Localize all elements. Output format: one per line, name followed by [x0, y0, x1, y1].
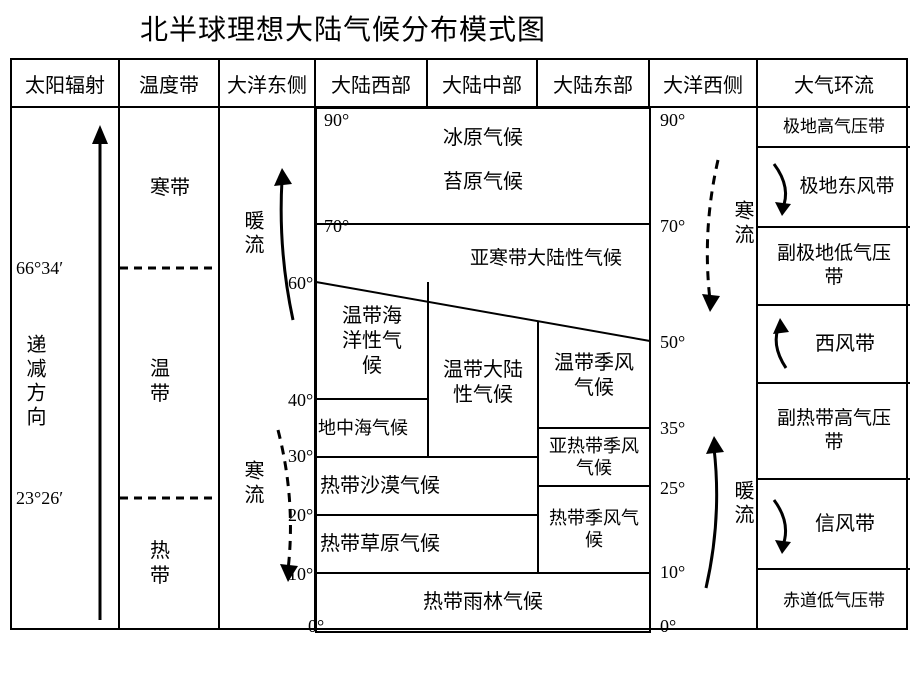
- lt-l-10: 10°: [288, 564, 313, 585]
- circ-westerlies: 西风带: [758, 306, 910, 384]
- circ-polarEast: 极地东风带: [758, 148, 910, 228]
- hdr-cont-mid: 大陆中部: [428, 60, 538, 108]
- hdr-cont-west: 大陆西部: [316, 60, 428, 108]
- lt-l-60: 60°: [288, 273, 313, 294]
- lt-r-35: 35°: [660, 418, 685, 439]
- lt-r-0: 0°: [660, 616, 676, 637]
- arrow-west: [766, 316, 800, 374]
- hdr-circulation: 大气环流: [758, 60, 910, 108]
- clim-monsoonTemp: 温带季风气候: [538, 328, 650, 424]
- circ-polarEast-label: 极地东风带: [799, 175, 894, 199]
- zone-temperate: 温 带: [120, 268, 220, 496]
- clim-marine: 温带海洋性气候: [316, 286, 428, 396]
- clim-continental: 温带大陆性气候: [428, 314, 538, 452]
- clim-subarctic: 亚寒带大陆性气候: [442, 234, 650, 284]
- arrow-trade: [766, 494, 800, 556]
- zone-cold: 寒带: [120, 108, 220, 268]
- solar-arrow: [88, 120, 118, 632]
- c3-cold-label: 寒流: [238, 460, 267, 508]
- clim-subMonsoon: 亚热带季风气候: [538, 428, 650, 486]
- lat-polar-circle: 66°34′: [16, 258, 63, 279]
- arrow-polarEast: [766, 158, 800, 218]
- lt-l-20: 20°: [288, 505, 313, 526]
- hdr-tempzone: 温度带: [120, 60, 220, 108]
- lt-r-90: 90°: [660, 110, 685, 131]
- c3-warm-label: 暖流: [238, 210, 267, 258]
- lt-r-70: 70°: [660, 216, 685, 237]
- hdr-cont-east: 大陆东部: [538, 60, 650, 108]
- clim-tundra: 苔原气候: [316, 162, 650, 202]
- diagram-root: 北半球理想大陆气候分布模式图 太阳辐射 温度带 大洋东侧 大陆西部 大陆中部 大…: [0, 0, 920, 690]
- circ-eqLow: 赤道低气压带: [758, 570, 910, 632]
- clim-med: 地中海气候: [316, 399, 428, 457]
- zone-hot: 热 带: [120, 496, 220, 632]
- circ-trade-label: 信风带: [815, 512, 875, 537]
- lt-r-25: 25°: [660, 478, 685, 499]
- hdr-solar: 太阳辐射: [12, 60, 120, 108]
- clim-savanna: 热带草原气候: [316, 515, 538, 573]
- lt-r-10: 10°: [660, 562, 685, 583]
- circ-westerlies-label: 西风带: [815, 332, 875, 357]
- diagram-frame: 太阳辐射 温度带 大洋东侧 大陆西部 大陆中部 大陆东部 大洋西侧 大气环流 6…: [10, 58, 908, 630]
- clim-rainforest: 热带雨林气候: [316, 573, 650, 631]
- circ-polarHigh: 极地高气压带: [758, 108, 910, 148]
- clim-desert: 热带沙漠气候: [316, 457, 538, 515]
- clim-ice: 冰原气候: [316, 118, 650, 158]
- hdr-ocean-east: 大洋东侧: [220, 60, 316, 108]
- diagram-title: 北半球理想大陆气候分布模式图: [140, 8, 546, 48]
- hdr-ocean-west: 大洋西侧: [650, 60, 758, 108]
- lt-l-40: 40°: [288, 390, 313, 411]
- c3-warm-arrow: [268, 160, 308, 330]
- lat-tropic: 23°26′: [16, 488, 63, 509]
- circ-subpolarLow: 副极地低气压带: [758, 228, 910, 306]
- c7-warm-arrow: [696, 428, 736, 598]
- lt-l-30: 30°: [288, 446, 313, 467]
- c7-cold-arrow: [696, 150, 736, 320]
- clim-tropMonsoon: 热带季风气候: [538, 486, 650, 572]
- solar-direction-label: 递减方向: [20, 334, 49, 430]
- circ-trade: 信风带: [758, 480, 910, 570]
- circ-subHigh: 副热带高气压带: [758, 384, 910, 480]
- lt-r-50: 50°: [660, 332, 685, 353]
